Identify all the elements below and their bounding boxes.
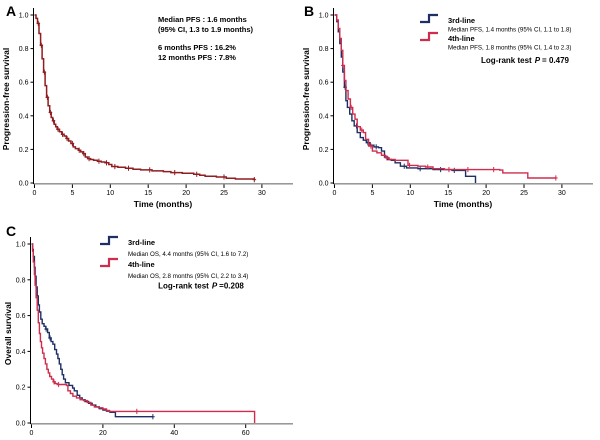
y-tick-label: 0.0 — [16, 421, 26, 428]
legend-swatch-3rd-line — [100, 235, 118, 246]
panel-b-label: B — [304, 3, 315, 19]
annotation-line: 12 months PFS : 7.8% — [158, 53, 236, 62]
legend-name: 3rd-line — [128, 238, 155, 247]
logrank-text: Log-rank test P = 0.479 — [481, 56, 569, 65]
panel-a-label: A — [6, 3, 17, 19]
y-axis-title: Progression-free survival — [301, 48, 311, 151]
x-axis-title: Time (months) — [134, 199, 193, 209]
annotation-line: 6 months PFS : 16.2% — [158, 43, 236, 52]
x-tick-label: 15 — [444, 190, 452, 197]
x-tick-label: 25 — [220, 190, 228, 197]
x-tick-label: 25 — [520, 190, 528, 197]
y-tick-label: 0.8 — [319, 46, 329, 53]
x-tick-label: 5 — [370, 190, 374, 197]
x-tick-label: 30 — [258, 190, 266, 197]
x-tick-label: 40 — [170, 430, 178, 437]
legend-detail: Median OS, 2.8 months (95% CI, 2.2 to 3.… — [128, 273, 248, 280]
y-tick-label: 0.8 — [19, 46, 29, 53]
panel-c-os-by-line-plot: 0.0 0.2 0.4 0.6 0.8 1.0 0 20 40 60 Overall surviva… — [3, 235, 293, 437]
km-curve-all-patients-pfs — [34, 14, 256, 180]
y-tick-label: 0.0 — [319, 181, 329, 188]
x-tick-label: 10 — [106, 190, 114, 197]
y-tick-label: 0.4 — [319, 113, 329, 120]
y-axis-title: Progression-free survival — [1, 48, 11, 151]
km-curve-3rd-line — [31, 243, 153, 418]
panel-c-label: C — [6, 223, 17, 239]
logrank-text: Log-rank test P =0.208 — [158, 282, 244, 291]
y-tick-label: 0.6 — [16, 313, 26, 320]
km-curve-4th-line — [31, 243, 256, 423]
legend-detail: Median PFS, 1.4 months (95% CI, 1.1 to 1… — [448, 27, 571, 34]
panel-b-pfs-by-line-plot: 0.0 0.2 0.4 0.6 0.8 1.0 0 5 10 15 20 25 30 Progressio… — [301, 8, 593, 209]
y-tick-label: 0.6 — [19, 80, 29, 87]
y-tick-label: 0.8 — [16, 277, 26, 284]
legend-name: 4th-line — [128, 260, 155, 269]
y-tick-label: 1.0 — [319, 13, 329, 20]
y-tick-label: 0.2 — [19, 147, 29, 154]
x-tick-label: 15 — [144, 190, 152, 197]
x-tick-label: 0 — [333, 190, 337, 197]
legend-name: 3rd-line — [448, 16, 475, 25]
x-tick-label: 5 — [70, 190, 74, 197]
y-tick-label: 0.4 — [16, 349, 26, 356]
x-tick-label: 20 — [182, 190, 190, 197]
y-tick-label: 1.0 — [19, 13, 29, 20]
annotation-line: (95% CI, 1.3 to 1.9 months) — [158, 25, 254, 34]
x-tick-label: 30 — [558, 190, 566, 197]
x-tick-label: 0 — [33, 190, 37, 197]
y-tick-label: 0.4 — [19, 113, 29, 120]
x-tick-label: 20 — [99, 430, 107, 437]
legend-detail: Median PFS, 1.8 months (95% CI, 1.4 to 2… — [448, 45, 571, 52]
legend-name: 4th-line — [448, 34, 475, 43]
legend-swatch-4th-line — [100, 257, 118, 268]
y-tick-label: 0.2 — [16, 385, 26, 392]
legend-swatch-4th-line — [420, 31, 438, 42]
legend-swatch-3rd-line — [420, 13, 438, 24]
x-tick-label: 0 — [30, 430, 34, 437]
km-curve-4th-line — [334, 14, 556, 179]
y-axis-title: Overall survival — [3, 302, 13, 365]
x-tick-label: 10 — [406, 190, 414, 197]
panel-a-pfs-all-plot: 0.0 0.2 0.4 0.6 0.8 1.0 0 5 10 15 20 25 30 Progressio… — [1, 8, 293, 209]
legend-detail: Median OS, 4.4 months (95% CI, 1.6 to 7.… — [128, 251, 248, 258]
x-tick-label: 60 — [242, 430, 250, 437]
y-tick-label: 0.6 — [319, 80, 329, 87]
y-tick-label: 0.0 — [19, 181, 29, 188]
x-tick-label: 20 — [482, 190, 490, 197]
y-tick-label: 0.2 — [319, 147, 329, 154]
y-tick-label: 1.0 — [16, 242, 26, 249]
annotation-line: Median PFS : 1.6 months — [158, 15, 247, 24]
x-axis-title: Time (months) — [434, 199, 493, 209]
